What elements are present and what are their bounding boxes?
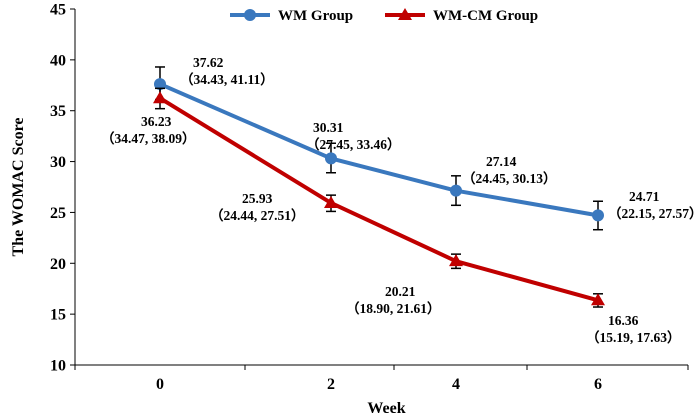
x-tick-label: 4 — [452, 376, 460, 393]
series-wm-cm-group — [153, 87, 605, 308]
legend-marker-circle — [244, 9, 256, 21]
data-label-ci: （27.45, 33.46） — [306, 137, 401, 152]
x-tick-label: 0 — [156, 376, 164, 393]
y-tick-label: 35 — [50, 103, 66, 120]
data-label-value: 30.31 — [313, 120, 344, 135]
series-wm-group — [154, 66, 604, 231]
legend-item: WM Group — [230, 8, 353, 24]
data-labels-layer: 37.62 （34.43, 41.11） 30.31 （27.45, 33.46） 27… — [101, 55, 699, 345]
y-tick-label: 10 — [50, 358, 66, 375]
data-label-value: 27.14 — [486, 154, 517, 169]
data-label-value: 37.62 — [193, 55, 224, 70]
data-label-ci: （18.90, 21.61） — [346, 301, 441, 316]
series-line — [158, 96, 600, 303]
y-tick-label: 15 — [50, 307, 66, 324]
series-layer — [153, 66, 605, 308]
series-line — [158, 82, 600, 218]
x-ticks: 0 2 4 6 — [74, 365, 689, 393]
legend-label: WM-CM Group — [433, 8, 538, 24]
y-tick-label: 40 — [50, 52, 66, 69]
legend-item: WM-CM Group — [385, 8, 538, 24]
y-tick-label: 45 — [50, 2, 66, 19]
y-axis: 10 15 20 25 30 35 40 45 — [50, 2, 76, 375]
x-axis-title: Week — [367, 400, 405, 417]
data-label-ci: （24.44, 27.51） — [210, 208, 305, 223]
data-label-ci: （34.47, 38.09） — [101, 131, 196, 146]
data-label-value: 25.93 — [242, 191, 273, 206]
legend-marker-triangle — [398, 8, 412, 20]
data-label-ci: （34.43, 41.11） — [180, 72, 274, 87]
data-point-circle — [154, 78, 166, 91]
data-label-value: 16.36 — [608, 313, 639, 328]
data-point-circle — [325, 152, 337, 165]
data-label-value: 24.71 — [629, 189, 660, 204]
data-point-triangle — [591, 293, 605, 306]
y-tick-label: 30 — [50, 154, 66, 171]
x-axis: 0 2 4 6 — [74, 364, 689, 393]
legend-label: WM Group — [278, 8, 353, 24]
data-label-ci: （24.45, 30.13） — [462, 171, 557, 186]
data-point-triangle — [449, 254, 463, 267]
data-point-circle — [450, 184, 462, 197]
x-tick-label: 2 — [327, 376, 335, 393]
legend: WM Group WM-CM Group — [230, 8, 538, 24]
y-tick-label: 20 — [50, 256, 66, 273]
x-tick-label: 6 — [594, 376, 602, 393]
data-label-ci: （22.15, 27.57） — [608, 206, 699, 221]
data-label-ci: （15.19, 17.63） — [586, 330, 681, 345]
data-point-triangle — [153, 91, 167, 104]
data-label-value: 20.21 — [385, 284, 416, 299]
y-ticks: 10 15 20 25 30 35 40 45 — [50, 2, 75, 375]
data-label-value: 36.23 — [141, 114, 172, 129]
y-tick-label: 25 — [50, 205, 66, 222]
data-point-circle — [592, 209, 604, 222]
data-point-triangle — [324, 195, 338, 208]
y-axis-title: The WOMAC Score — [10, 118, 27, 257]
